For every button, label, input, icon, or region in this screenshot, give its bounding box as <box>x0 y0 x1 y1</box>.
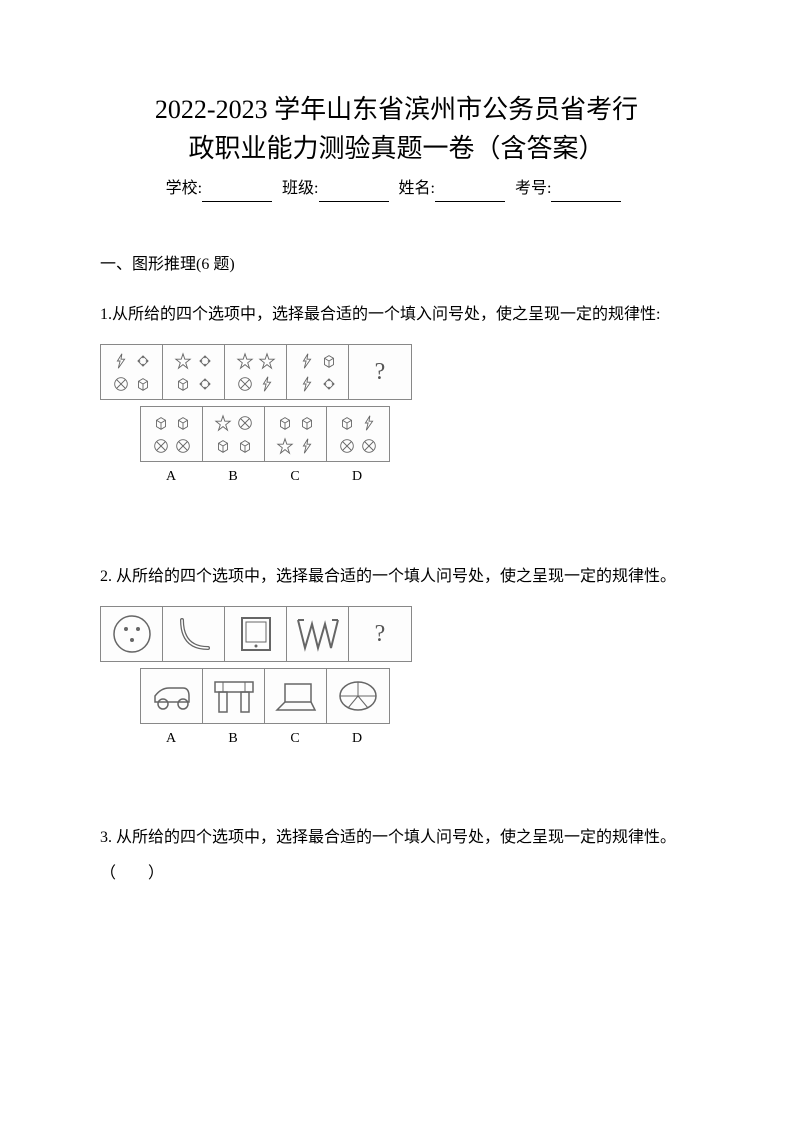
class-blank[interactable] <box>319 184 389 202</box>
q1-option-a[interactable] <box>141 407 203 461</box>
cube-icon <box>134 375 152 393</box>
student-info-row: 学校: 班级: 姓名: 考号: <box>100 176 693 202</box>
cube-icon <box>320 352 338 370</box>
q1-seq-box-1 <box>101 345 163 399</box>
cube-icon <box>214 437 232 455</box>
label-c: C <box>264 462 326 488</box>
q2-option-d[interactable] <box>327 669 389 723</box>
circle-x-icon <box>236 414 254 432</box>
pie-chart-icon <box>336 676 380 716</box>
letter-w-icon <box>294 612 342 656</box>
q2-seq-box-3 <box>225 607 287 661</box>
label-d: D <box>326 724 388 750</box>
q1-options-row <box>140 406 390 462</box>
q1-option-c[interactable] <box>265 407 327 461</box>
question-1-text: 1.从所给的四个选项中，选择最合适的一个填入问号处，使之呈现一定的规律性: <box>100 297 693 332</box>
q2-seq-box-1 <box>101 607 163 661</box>
name-blank[interactable] <box>435 184 505 202</box>
q2-option-b[interactable] <box>203 669 265 723</box>
cube-icon <box>338 414 356 432</box>
question-2-text: 2. 从所给的四个选项中，选择最合适的一个填人问号处，使之呈现一定的规律性。 <box>100 559 693 594</box>
laptop-icon <box>273 676 319 716</box>
q1-sequence-row: ? <box>100 344 412 400</box>
label-c: C <box>264 724 326 750</box>
circle-x-icon <box>112 375 130 393</box>
diamond-pattern-icon <box>196 375 214 393</box>
q1-seq-box-2 <box>163 345 225 399</box>
q2-option-a[interactable] <box>141 669 203 723</box>
id-blank[interactable] <box>551 184 621 202</box>
question-3-text: 3. 从所给的四个选项中，选择最合适的一个填人问号处，使之呈现一定的规律性。（ … <box>100 820 693 890</box>
q1-option-d[interactable] <box>327 407 389 461</box>
circle-x-icon <box>152 437 170 455</box>
circle-x-icon <box>338 437 356 455</box>
circle-x-icon <box>236 375 254 393</box>
section-1-title: 一、图形推理(6 题) <box>100 252 693 278</box>
label-b: B <box>202 724 264 750</box>
diamond-pattern-icon <box>134 352 152 370</box>
label-a: A <box>140 462 202 488</box>
star-icon <box>236 352 254 370</box>
cube-icon <box>298 414 316 432</box>
smiley-face-icon <box>110 612 154 656</box>
curve-icon <box>172 612 216 656</box>
question-mark-icon: ? <box>375 353 386 391</box>
question-2-figures: ? A B C D <box>100 606 693 750</box>
q2-seq-box-question: ? <box>349 607 411 661</box>
q1-option-labels: A B C D <box>140 462 388 488</box>
star-icon <box>214 414 232 432</box>
title-line-1: 2022-2023 学年山东省滨州市公务员省考行 <box>100 90 693 129</box>
school-blank[interactable] <box>202 184 272 202</box>
q2-seq-box-2 <box>163 607 225 661</box>
diamond-pattern-icon <box>320 375 338 393</box>
q2-option-c[interactable] <box>265 669 327 723</box>
question-1-figures: ? A B C D <box>100 344 693 488</box>
school-label: 学校: <box>166 180 202 197</box>
id-label: 考号: <box>515 180 551 197</box>
lightning-icon <box>298 437 316 455</box>
cube-icon <box>152 414 170 432</box>
title-line-2: 政职业能力测验真题一卷（含答案） <box>100 129 693 168</box>
q1-seq-box-4 <box>287 345 349 399</box>
lightning-icon <box>258 375 276 393</box>
lightning-icon <box>360 414 378 432</box>
cube-icon <box>276 414 294 432</box>
q2-sequence-row: ? <box>100 606 412 662</box>
car-icon <box>147 676 197 716</box>
star-icon <box>276 437 294 455</box>
lightning-icon <box>298 375 316 393</box>
diamond-pattern-icon <box>196 352 214 370</box>
cube-icon <box>174 375 192 393</box>
q1-seq-box-3 <box>225 345 287 399</box>
star-icon <box>258 352 276 370</box>
cube-icon <box>174 414 192 432</box>
cube-icon <box>236 437 254 455</box>
lightning-icon <box>112 352 130 370</box>
gate-icon <box>211 676 257 716</box>
q1-seq-box-question: ? <box>349 345 411 399</box>
circle-x-icon <box>360 437 378 455</box>
label-b: B <box>202 462 264 488</box>
q2-option-labels: A B C D <box>140 724 388 750</box>
circle-x-icon <box>174 437 192 455</box>
q2-options-row <box>140 668 390 724</box>
lightning-icon <box>298 352 316 370</box>
tablet-icon <box>234 612 278 656</box>
class-label: 班级: <box>282 180 318 197</box>
question-mark-icon: ? <box>375 615 386 653</box>
q1-option-b[interactable] <box>203 407 265 461</box>
document-title: 2022-2023 学年山东省滨州市公务员省考行 政职业能力测验真题一卷（含答案… <box>100 90 693 168</box>
name-label: 姓名: <box>399 180 435 197</box>
label-d: D <box>326 462 388 488</box>
q2-seq-box-4 <box>287 607 349 661</box>
label-a: A <box>140 724 202 750</box>
star-icon <box>174 352 192 370</box>
